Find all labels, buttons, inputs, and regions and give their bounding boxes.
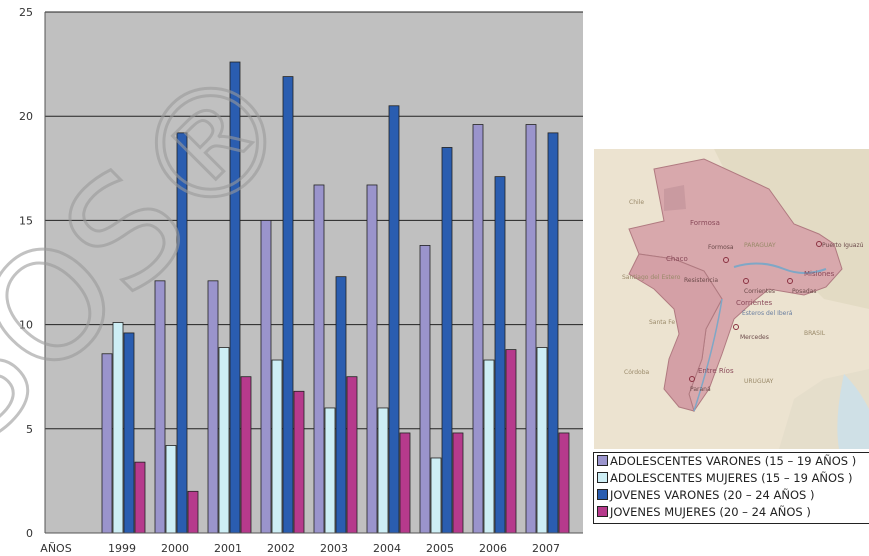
bar-4-2006 — [505, 349, 517, 534]
bar-1-2006 — [472, 124, 484, 534]
bar-4-2007 — [558, 432, 570, 534]
legend-swatch — [597, 506, 608, 517]
map-label-corrientes-city: Corrientes — [744, 288, 775, 295]
map-label-misiones: Misiones — [804, 270, 835, 278]
bar-2-2005 — [430, 457, 442, 534]
legend-item: ADOLESCENTES MUJERES (15 – 19 AÑOS ) — [594, 470, 869, 487]
bar-4-2005 — [452, 432, 464, 534]
y-tick-label: 20 — [19, 110, 33, 123]
map-label-uruguay: URUGUAY — [744, 378, 774, 385]
legend-item: JOVENES VARONES (20 – 24 AÑOS ) — [594, 487, 869, 504]
map-label-posadas: Posadas — [792, 288, 817, 295]
bar-3-2001 — [229, 61, 241, 534]
map-label-formosa-province: Formosa — [690, 219, 720, 227]
y-tick-label: 5 — [26, 423, 33, 436]
map-label-cordoba: Córdoba — [624, 369, 650, 376]
x-axis-prefix-label: AÑOS — [40, 542, 71, 555]
x-tick-label: 1999 — [108, 542, 136, 555]
x-tick-label: 2003 — [320, 542, 348, 555]
legend-item: JOVENES MUJERES (20 – 24 AÑOS ) — [594, 504, 869, 521]
bar-1-2005 — [419, 245, 431, 534]
bar-4-1999 — [134, 461, 146, 534]
bar-2-2004 — [377, 407, 389, 534]
bar-2-2003 — [324, 407, 336, 534]
x-tick-label: 2007 — [532, 542, 560, 555]
bar-3-2004 — [388, 105, 400, 534]
legend-label: ADOLESCENTES VARONES (15 – 19 AÑOS ) — [610, 454, 857, 468]
x-tick-label: 2000 — [161, 542, 189, 555]
bar-2-2006 — [483, 359, 495, 534]
map-label-brasil: BRASIL — [804, 330, 826, 337]
bar-3-2000 — [176, 132, 188, 534]
region-map: Formosa Chaco Formosa PARAGUAY Puerto Ig… — [594, 149, 869, 449]
x-tick-label: 2004 — [373, 542, 401, 555]
x-tick-label: 2002 — [267, 542, 295, 555]
bar-3-2006 — [494, 176, 506, 534]
x-tick-labels: AÑOS 1999 2000 2001 2002 2003 2004 2005 2006 200… — [40, 542, 560, 555]
x-tick-label: 2005 — [426, 542, 454, 555]
bar-4-2000 — [187, 490, 199, 534]
legend-label: JOVENES MUJERES (20 – 24 AÑOS ) — [610, 505, 811, 519]
legend-swatch — [597, 489, 608, 500]
bar-4-2002 — [293, 390, 305, 534]
bar-3-2007 — [547, 132, 559, 534]
bar-1-2002 — [260, 219, 272, 534]
bar-4-2001 — [240, 376, 252, 534]
x-tick-label: 2006 — [479, 542, 507, 555]
map-label-entre-rios: Entre Ríos — [698, 367, 734, 375]
map-label-santiago-del-estero: Santiago del Estero — [622, 274, 681, 281]
map-label-puerto-iguazu: Puerto Iguazú — [822, 242, 864, 249]
bar-1-2003 — [313, 184, 325, 534]
y-tick-label: 0 — [26, 527, 33, 540]
bar-3-2005 — [441, 147, 453, 534]
legend-swatch — [597, 455, 608, 466]
chart-legend: ADOLESCENTES VARONES (15 – 19 AÑOS ) ADOL… — [593, 452, 869, 524]
bar-4-2003 — [346, 376, 358, 534]
bar-2-2000 — [165, 445, 177, 534]
map-label-chile: Chile — [629, 199, 644, 206]
map-label-chaco: Chaco — [666, 255, 688, 263]
bar-1-1999 — [101, 353, 113, 534]
legend-label: JOVENES VARONES (20 – 24 AÑOS ) — [610, 488, 815, 502]
bar-2-2001 — [218, 347, 230, 534]
map-label-santa-fe: Santa Fe — [649, 319, 675, 326]
map-label-mercedes: Mercedes — [740, 334, 769, 341]
bar-1-2007 — [525, 124, 537, 534]
bar-2-2007 — [536, 347, 548, 534]
bar-3-1999 — [123, 332, 135, 534]
legend-label: ADOLESCENTES MUJERES (15 – 19 AÑOS ) — [610, 471, 853, 485]
map-label-formosa-city: Formosa — [708, 244, 734, 251]
bar-2-2002 — [271, 359, 283, 534]
map-label-esteros-ibera: Esteros del Iberá — [742, 310, 793, 317]
map-label-resistencia: Resistencia — [684, 277, 718, 284]
legend-item: ADOLESCENTES VARONES (15 – 19 AÑOS ) — [594, 453, 869, 470]
y-tick-label: 25 — [19, 6, 33, 19]
bar-4-2004 — [399, 432, 411, 534]
legend-swatch — [597, 472, 608, 483]
y-tick-labels: 0 5 10 15 20 25 — [19, 6, 33, 540]
y-tick-label: 10 — [19, 319, 33, 332]
bar-3-2002 — [282, 76, 294, 534]
bar-2-1999 — [112, 322, 124, 534]
map-label-corrientes-province: Corrientes — [736, 299, 773, 307]
bar-3-2003 — [335, 276, 347, 534]
bar-1-2000 — [154, 280, 166, 534]
map-label-paraguay: PARAGUAY — [744, 242, 776, 249]
map-label-parana: Paraná — [690, 386, 711, 393]
bar-1-2001 — [207, 280, 219, 534]
y-tick-label: 15 — [19, 214, 33, 227]
x-tick-label: 2001 — [214, 542, 242, 555]
bar-1-2004 — [366, 184, 378, 534]
